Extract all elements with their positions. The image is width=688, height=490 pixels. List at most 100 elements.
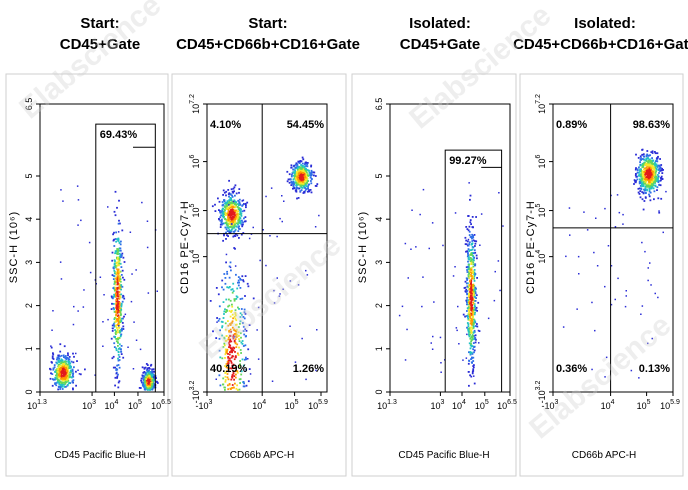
data-point [473, 269, 476, 271]
data-point [298, 169, 301, 172]
data-point [475, 306, 478, 309]
data-point [51, 373, 54, 375]
data-point [468, 319, 471, 321]
data-point [657, 180, 660, 182]
data-point [57, 356, 60, 359]
data-point [303, 191, 306, 194]
data-point [234, 194, 236, 197]
x-tick-label: 103 [430, 399, 444, 411]
data-point [237, 331, 240, 334]
data-point [654, 173, 657, 176]
data-point [120, 256, 122, 258]
outlier-point [289, 325, 291, 327]
data-point [66, 375, 68, 377]
data-point [225, 340, 228, 342]
data-point [307, 169, 310, 172]
data-point [470, 294, 473, 297]
data-point [233, 339, 236, 342]
data-point [225, 231, 227, 234]
data-point [214, 203, 216, 206]
data-point [230, 311, 232, 313]
data-point [306, 169, 309, 171]
data-point [229, 210, 232, 212]
data-point [233, 213, 236, 215]
data-point [229, 206, 232, 209]
data-point [472, 301, 475, 304]
data-point [465, 277, 468, 280]
outlier-point [454, 266, 456, 268]
data-point [151, 379, 154, 382]
data-point [641, 177, 644, 180]
data-point [233, 299, 236, 302]
data-point [238, 334, 240, 337]
data-point [238, 216, 240, 218]
data-point [310, 171, 313, 173]
data-point [292, 185, 295, 187]
data-point [239, 210, 242, 213]
data-point [234, 218, 237, 220]
data-point [120, 288, 122, 291]
data-point [646, 188, 648, 191]
data-point [228, 346, 230, 348]
data-point [58, 370, 61, 372]
data-point [474, 311, 476, 314]
data-point [295, 182, 298, 184]
data-point [464, 236, 467, 239]
data-point [472, 348, 474, 351]
data-point [473, 304, 476, 307]
data-point [117, 381, 120, 384]
data-point [228, 344, 231, 346]
x-tick-label: 104 [601, 399, 615, 411]
outlier-point [455, 327, 458, 329]
data-point [642, 179, 645, 182]
data-point [226, 219, 228, 221]
data-point [232, 386, 235, 389]
data-point [64, 382, 67, 384]
data-point [468, 285, 471, 288]
data-point [116, 206, 118, 209]
outlier-point [607, 245, 610, 247]
data-point [659, 167, 661, 170]
data-point [235, 330, 238, 333]
outlier-point [647, 267, 649, 269]
data-point [468, 292, 471, 295]
data-point [296, 182, 299, 184]
data-point [119, 283, 122, 286]
data-point [310, 178, 313, 180]
data-point [234, 205, 237, 208]
data-point [657, 181, 660, 183]
data-point [639, 196, 642, 199]
data-point [295, 174, 298, 177]
data-point [110, 295, 113, 298]
data-point [227, 356, 230, 358]
data-point [649, 161, 652, 163]
data-point [641, 166, 644, 169]
data-point [113, 293, 115, 296]
data-point [649, 167, 652, 169]
data-point [63, 345, 66, 348]
x-tick-exponent: 5 [138, 399, 142, 406]
data-point [474, 263, 477, 266]
data-point [231, 223, 234, 226]
data-point [660, 164, 663, 166]
data-point [646, 153, 649, 156]
data-point [662, 169, 664, 171]
data-point [638, 193, 641, 195]
data-point [235, 222, 238, 225]
data-point [304, 161, 307, 164]
outlier-point [50, 345, 52, 347]
data-point [119, 295, 122, 298]
data-point [231, 190, 234, 193]
data-point [118, 307, 121, 310]
data-point [470, 223, 472, 225]
data-point [466, 250, 469, 253]
data-point [296, 173, 298, 176]
data-point [233, 358, 236, 361]
data-point [116, 377, 118, 379]
data-point [468, 250, 470, 252]
data-point [653, 181, 656, 183]
data-point [115, 347, 118, 350]
data-point [288, 181, 291, 184]
data-point [240, 215, 243, 217]
data-point [227, 384, 229, 387]
